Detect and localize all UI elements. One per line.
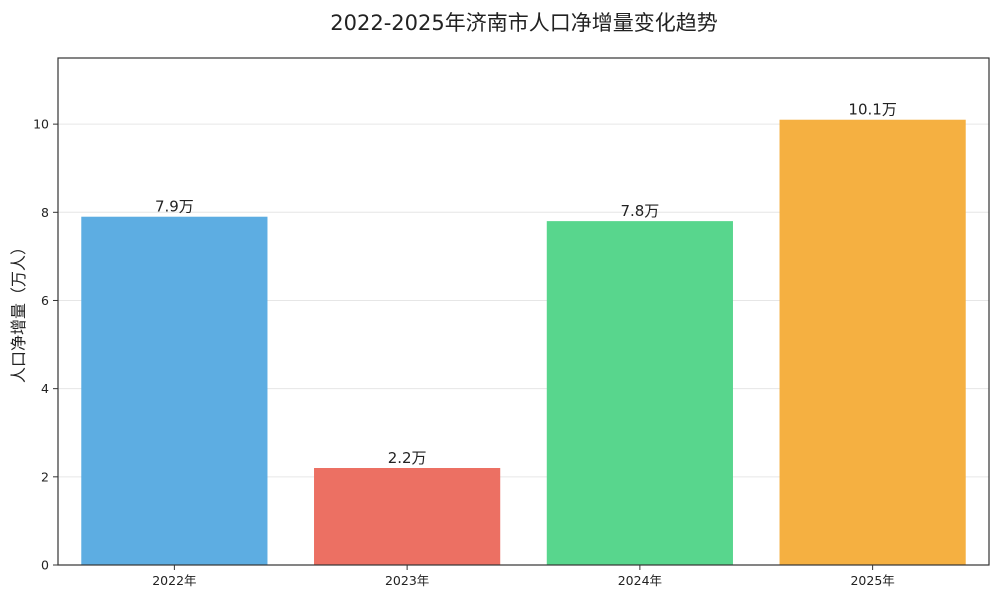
- bars: [81, 119, 966, 565]
- data-label: 7.8万: [620, 202, 659, 220]
- y-tick-label: 0: [41, 558, 49, 573]
- y-tick-label: 10: [33, 117, 49, 132]
- data-label: 10.1万: [848, 101, 896, 119]
- data-label: 7.9万: [155, 198, 194, 216]
- y-tick-label: 4: [41, 381, 49, 396]
- data-labels: 7.9万 2.2万 7.8万 10.1万: [155, 101, 897, 467]
- axes: 0 2 4 6 8 10 2022年 2023年 2024年 2025年: [33, 117, 895, 588]
- y-tick-label: 6: [41, 293, 49, 308]
- y-axis-label: 人口净增量（万人）: [9, 239, 28, 383]
- x-tick-label: 2022年: [152, 573, 196, 588]
- x-tick-label: 2025年: [850, 573, 894, 588]
- x-tick-label: 2023年: [385, 573, 429, 588]
- plot-frame: [57, 57, 990, 566]
- bar-2023年: [314, 468, 501, 565]
- y-tick-label: 2: [41, 469, 49, 484]
- bar-2025年: [779, 119, 966, 565]
- x-tick-label: 2024年: [618, 573, 662, 588]
- data-label: 2.2万: [388, 449, 427, 467]
- bar-2024年: [546, 221, 733, 565]
- y-tick-label: 8: [41, 205, 49, 220]
- chart-title: 2022-2025年济南市人口净增量变化趋势: [330, 11, 717, 35]
- bar-2022年: [81, 216, 268, 565]
